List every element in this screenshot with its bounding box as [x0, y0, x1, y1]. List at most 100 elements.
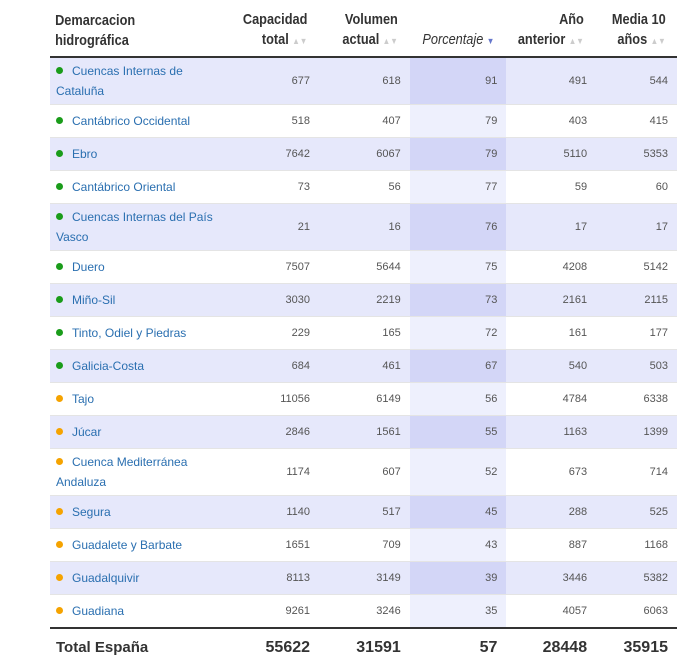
ano-anterior-cell: 4784: [506, 382, 597, 416]
total-pct: 57: [409, 627, 507, 667]
porcentaje-cell: 77: [409, 170, 507, 204]
total-prev: 28448: [506, 627, 597, 667]
demarcacion-link[interactable]: Guadiana: [72, 604, 125, 618]
demarcacion-link[interactable]: Cuencas Internas de Cataluña: [56, 64, 183, 98]
capacidad-cell: 8113: [225, 561, 320, 595]
header-porcentaje[interactable]: Porcentaje ▼: [417, 6, 500, 58]
status-dot-icon: [56, 458, 63, 465]
sort-icon[interactable]: ▲▼: [382, 36, 398, 46]
demarcacion-cell[interactable]: Duero: [50, 250, 226, 284]
ano-anterior-cell: 2161: [506, 283, 597, 317]
demarcacion-link[interactable]: Júcar: [72, 425, 102, 439]
media-cell: 503: [596, 349, 677, 383]
volumen-cell: 607: [319, 448, 410, 496]
header-ano-anterior[interactable]: Año anterior ▲▼: [513, 6, 590, 58]
table-row: Cuenca Mediterránea Andaluza 1174 607 52…: [50, 448, 677, 496]
porcentaje-cell: 45: [409, 495, 507, 529]
capacidad-cell: 1174: [225, 448, 320, 496]
media-cell: 17: [596, 203, 677, 251]
demarcacion-cell[interactable]: Miño-Sil: [50, 283, 226, 317]
media-cell: 5382: [596, 561, 677, 595]
header-volumen[interactable]: Volumen actual ▲▼: [325, 6, 403, 58]
demarcacion-link[interactable]: Cuencas Internas del País Vasco: [56, 210, 213, 244]
demarcacion-link[interactable]: Guadalete y Barbate: [72, 538, 183, 552]
volumen-cell: 165: [319, 316, 410, 350]
media-cell: 5142: [596, 250, 677, 284]
status-dot-icon: [56, 150, 63, 157]
demarcacion-link[interactable]: Segura: [72, 505, 111, 519]
media-cell: 6338: [596, 382, 677, 416]
ano-anterior-cell: 1163: [506, 415, 597, 449]
demarcacion-cell[interactable]: Cantábrico Oriental: [50, 170, 226, 204]
status-dot-icon: [56, 329, 63, 336]
media-cell: 415: [596, 104, 677, 138]
demarcacion-link[interactable]: Tajo: [72, 392, 95, 406]
ano-anterior-cell: 59: [506, 170, 597, 204]
sort-desc-icon[interactable]: ▼: [486, 36, 495, 46]
table-row: Tajo 11056 6149 56 4784 6338: [50, 382, 677, 416]
media-cell: 2115: [596, 283, 677, 317]
demarcacion-cell[interactable]: Júcar: [50, 415, 226, 449]
capacidad-cell: 229: [225, 316, 320, 350]
header-capacidad[interactable]: Capacidad total ▲▼: [232, 6, 313, 58]
ano-anterior-cell: 540: [506, 349, 597, 383]
porcentaje-cell: 55: [409, 415, 507, 449]
demarcacion-link[interactable]: Cantábrico Occidental: [72, 114, 191, 128]
volumen-cell: 16: [319, 203, 410, 251]
volumen-cell: 517: [319, 495, 410, 529]
demarcacion-cell[interactable]: Cantábrico Occidental: [50, 104, 226, 138]
media-cell: 177: [596, 316, 677, 350]
demarcacion-link[interactable]: Guadalquivir: [72, 571, 140, 585]
volumen-cell: 461: [319, 349, 410, 383]
capacidad-cell: 518: [225, 104, 320, 138]
demarcacion-cell[interactable]: Guadalquivir: [50, 561, 226, 595]
capacidad-cell: 677: [225, 57, 320, 105]
demarcacion-link[interactable]: Tinto, Odiel y Piedras: [72, 326, 187, 340]
capacidad-cell: 1651: [225, 528, 320, 562]
ano-anterior-cell: 5110: [506, 137, 597, 171]
demarcacion-link[interactable]: Duero: [72, 260, 105, 274]
capacidad-cell: 684: [225, 349, 320, 383]
header-demarcacion[interactable]: Demarcacion hidrográfica: [50, 6, 200, 58]
table-row: Duero 7507 5644 75 4208 5142: [50, 250, 677, 284]
ano-anterior-cell: 161: [506, 316, 597, 350]
sort-icon[interactable]: ▲▼: [291, 36, 307, 46]
demarcacion-cell[interactable]: Galicia-Costa: [50, 349, 226, 383]
demarcacion-cell[interactable]: Guadiana: [50, 594, 226, 629]
ano-anterior-cell: 491: [506, 57, 597, 105]
demarcacion-cell[interactable]: Cuencas Internas de Cataluña: [50, 57, 226, 105]
status-dot-icon: [56, 263, 63, 270]
demarcacion-link[interactable]: Cuenca Mediterránea Andaluza: [56, 455, 188, 489]
media-cell: 60: [596, 170, 677, 204]
total-vol: 31591: [319, 627, 410, 667]
demarcacion-cell[interactable]: Cuencas Internas del País Vasco: [50, 203, 226, 251]
table-row: Galicia-Costa 684 461 67 540 503: [50, 349, 677, 383]
demarcacion-link[interactable]: Galicia-Costa: [72, 359, 145, 373]
demarcacion-cell[interactable]: Tajo: [50, 382, 226, 416]
status-dot-icon: [56, 574, 63, 581]
capacidad-cell: 21: [225, 203, 320, 251]
capacidad-cell: 9261: [225, 594, 320, 629]
volumen-cell: 3149: [319, 561, 410, 595]
demarcacion-link[interactable]: Miño-Sil: [72, 293, 116, 307]
demarcacion-cell[interactable]: Tinto, Odiel y Piedras: [50, 316, 226, 350]
volumen-cell: 6149: [319, 382, 410, 416]
header-media[interactable]: Media 10 años ▲▼: [602, 6, 671, 58]
demarcacion-link[interactable]: Ebro: [72, 147, 98, 161]
demarcacion-link[interactable]: Cantábrico Oriental: [72, 180, 176, 194]
table-row: Ebro 7642 6067 79 5110 5353: [50, 137, 677, 171]
demarcacion-cell[interactable]: Ebro: [50, 137, 226, 171]
demarcacion-cell[interactable]: Guadalete y Barbate: [50, 528, 226, 562]
sort-icon[interactable]: ▲▼: [569, 36, 585, 46]
volumen-cell: 709: [319, 528, 410, 562]
volumen-cell: 6067: [319, 137, 410, 171]
table-row: Júcar 2846 1561 55 1163 1399: [50, 415, 677, 449]
ano-anterior-cell: 887: [506, 528, 597, 562]
volumen-cell: 3246: [319, 594, 410, 629]
sort-icon[interactable]: ▲▼: [650, 36, 666, 46]
demarcacion-cell[interactable]: Cuenca Mediterránea Andaluza: [50, 448, 226, 496]
table-row: Guadiana 9261 3246 35 4057 6063: [50, 594, 677, 629]
status-dot-icon: [56, 296, 63, 303]
ano-anterior-cell: 4057: [506, 594, 597, 629]
demarcacion-cell[interactable]: Segura: [50, 495, 226, 529]
